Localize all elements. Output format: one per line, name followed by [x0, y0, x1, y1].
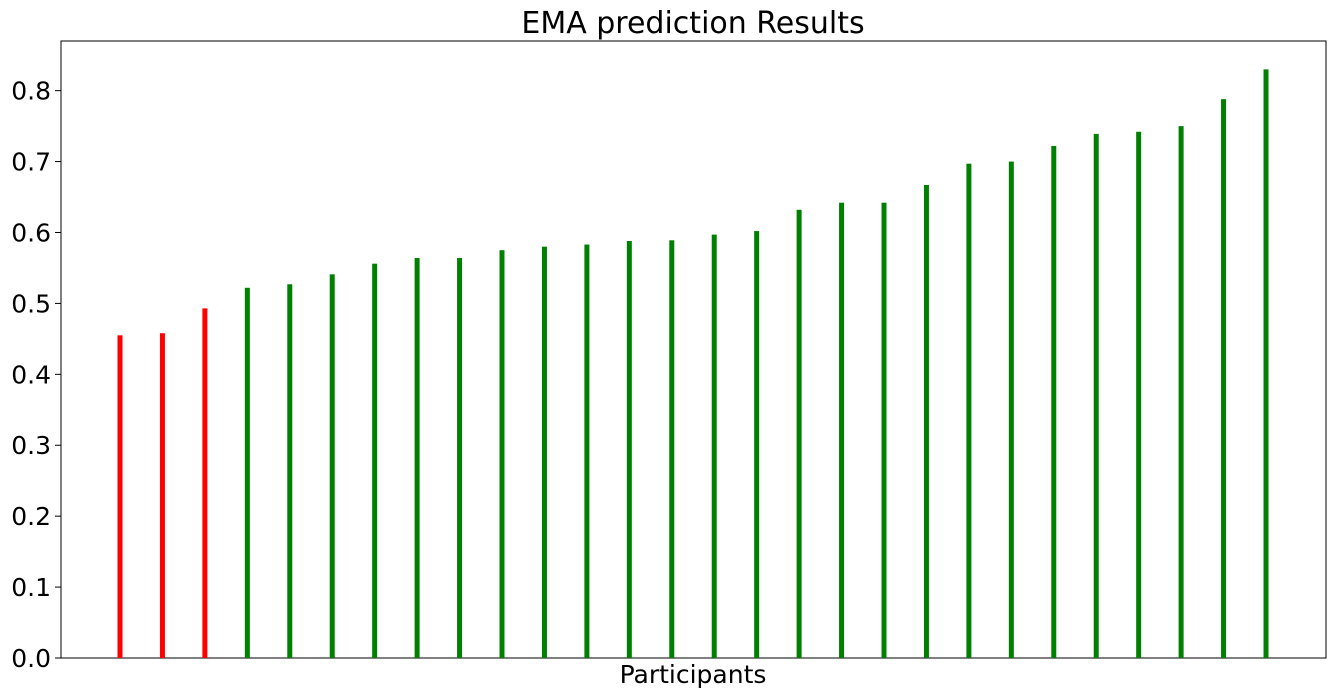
bar: [1051, 145, 1057, 658]
plot-frame: [60, 40, 1327, 659]
bar: [711, 234, 717, 658]
bar: [287, 284, 293, 658]
y-tick-label: 0.3: [11, 431, 51, 460]
bar: [584, 244, 590, 659]
bar: [839, 202, 845, 659]
x-axis-label: Participants: [620, 660, 767, 689]
bar: [754, 231, 760, 658]
bar: [159, 333, 165, 658]
bar: [1263, 69, 1269, 659]
bar: [499, 250, 505, 658]
bar: [329, 274, 335, 658]
bar: [1136, 131, 1142, 659]
y-tick-label: 0.2: [11, 502, 51, 531]
bar: [1093, 133, 1099, 658]
y-tick-label: 0.4: [11, 360, 51, 389]
bar: [414, 258, 420, 658]
bar: [1008, 161, 1014, 658]
chart-title: EMA prediction Results: [521, 6, 864, 41]
bar: [372, 263, 378, 658]
bar: [881, 202, 887, 659]
y-tick-label: 0.1: [11, 573, 51, 602]
bar: [457, 258, 463, 658]
bar: [202, 308, 208, 658]
bar: [669, 240, 675, 658]
bar: [626, 240, 632, 658]
bar: [966, 163, 972, 659]
y-tick-label: 0.7: [11, 148, 51, 177]
bar: [923, 184, 929, 658]
y-axis: 0.0 0.1 0.2 0.3 0.4 0.5 0.6 0.7 0.8: [11, 77, 61, 673]
y-tick-label: 0.6: [11, 218, 51, 247]
y-tick-label: 0.0: [11, 644, 51, 673]
bar: [1221, 99, 1227, 658]
bar: [244, 287, 250, 658]
bar: [796, 209, 802, 658]
bar: [1178, 126, 1184, 658]
bar: [117, 335, 123, 658]
y-tick-label: 0.8: [11, 77, 51, 106]
y-tick-label: 0.5: [11, 289, 51, 318]
bars: [117, 69, 1269, 659]
bar: [541, 246, 547, 658]
